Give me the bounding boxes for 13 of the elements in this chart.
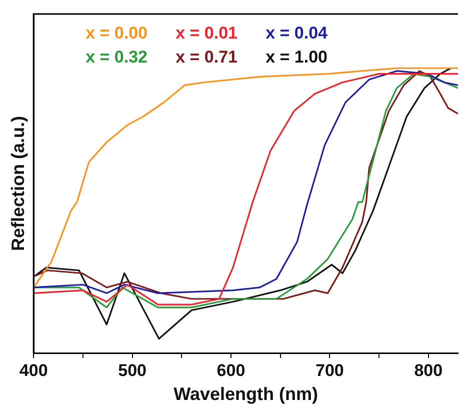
x-tick-label: 700: [316, 360, 344, 380]
x-tick-label: 600: [216, 360, 246, 380]
x-axis-title: Wavelength (nm): [174, 384, 318, 404]
x-tick-label: 500: [118, 360, 146, 380]
text: x = 0.04: [266, 24, 328, 43]
text: x = 1.00: [266, 48, 328, 67]
text: x = 0.00: [86, 24, 148, 43]
text: x = 0.71: [176, 48, 238, 67]
text: x = 0.32: [86, 48, 148, 67]
x-tick-label: 400: [19, 360, 48, 380]
text: x = 0.01: [176, 24, 238, 43]
y-axis-title: Reflection (a.u.): [8, 116, 28, 252]
x-tick-label: 800: [414, 360, 443, 380]
